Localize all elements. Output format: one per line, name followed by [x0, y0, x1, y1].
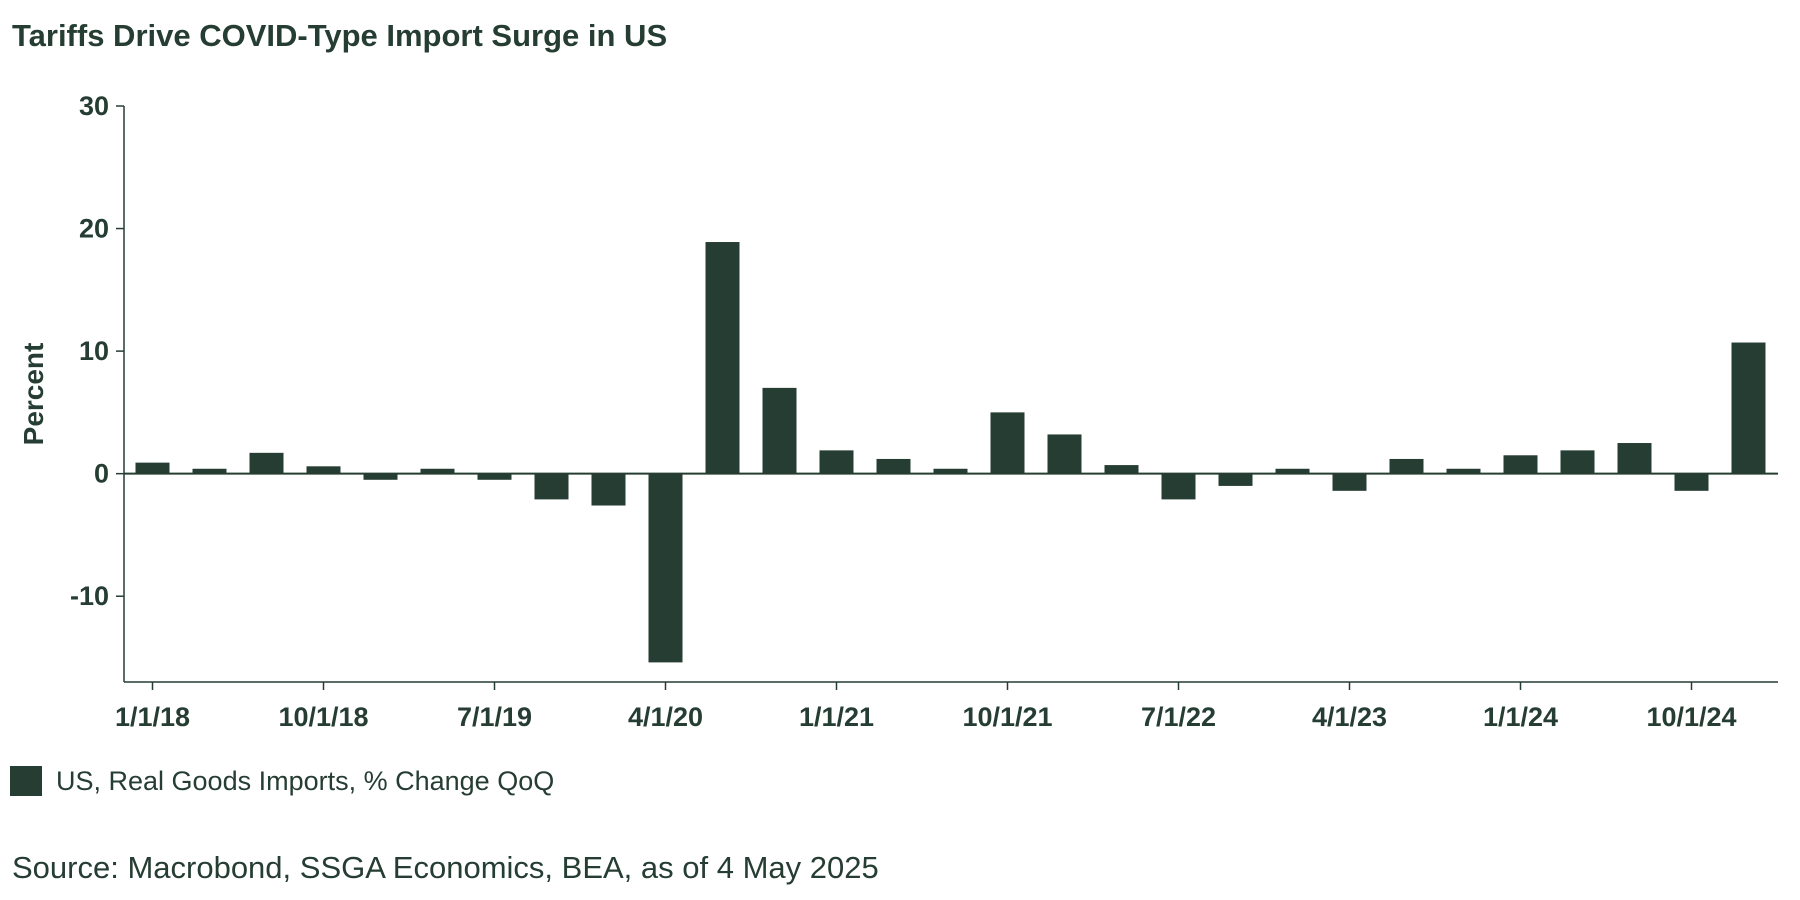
x-tick-label: 10/1/21	[962, 702, 1052, 732]
bar-10-1-21	[990, 412, 1025, 474]
x-tick-label: 1/1/21	[799, 702, 874, 732]
bar-10-1-24	[1674, 473, 1709, 491]
y-axis-title: Percent	[18, 343, 49, 446]
bars-layer	[135, 242, 1766, 663]
bar-10-1-19	[534, 473, 569, 500]
bar-4-1-19	[420, 468, 455, 474]
legend: US, Real Goods Imports, % Change QoQ	[10, 764, 554, 798]
bar-4-1-24	[1560, 450, 1595, 474]
x-tick-label: 10/1/24	[1646, 702, 1736, 732]
bar-1-1-18	[135, 462, 170, 474]
bar-1-1-24	[1503, 455, 1538, 474]
bar-4-1-22	[1104, 465, 1139, 474]
labels-layer: 30 20 10 0 -10 1/1/18 10/1/18 7/1/19 4/1/20 1/1/2…	[70, 91, 1737, 732]
bar-7-1-18	[249, 452, 284, 474]
bar-1-1-23	[1275, 468, 1310, 474]
bar-7-1-21	[933, 468, 968, 474]
bar-1-1-25	[1731, 342, 1766, 474]
chart-title: Tariffs Drive COVID-Type Import Surge in…	[12, 18, 668, 53]
bar-1-1-21	[819, 450, 854, 474]
bar-4-1-21	[876, 458, 911, 474]
bar-10-1-18	[306, 466, 341, 474]
bar-7-1-24	[1617, 443, 1652, 474]
x-tick-label: 4/1/20	[628, 702, 703, 732]
x-tick-label: 10/1/18	[278, 702, 368, 732]
bar-7-1-19	[477, 473, 512, 480]
x-tick-label: 7/1/19	[457, 702, 532, 732]
axes-layer	[116, 105, 1778, 690]
y-tick-label: 10	[79, 336, 109, 366]
bar-10-1-20	[762, 387, 797, 474]
bar-1-1-19	[363, 473, 398, 480]
y-tick-label: -10	[70, 581, 109, 611]
x-tick-label: 1/1/18	[115, 702, 190, 732]
bar-7-1-22	[1161, 473, 1196, 500]
x-tick-label: 7/1/22	[1141, 702, 1216, 732]
bar-1-1-20	[591, 473, 626, 506]
y-tick-label: 30	[79, 91, 109, 121]
y-tick-label: 20	[79, 214, 109, 244]
bar-7-1-23	[1389, 458, 1424, 474]
bar-1-1-22	[1047, 434, 1082, 474]
legend-swatch	[10, 766, 42, 796]
bar-4-1-23	[1332, 473, 1367, 491]
source-note: Source: Macrobond, SSGA Economics, BEA, …	[12, 850, 879, 885]
x-tick-label: 1/1/24	[1483, 702, 1558, 732]
y-tick-label: 0	[94, 459, 109, 489]
bar-4-1-20	[648, 473, 683, 663]
bar-4-1-18	[192, 468, 227, 474]
bar-7-1-20	[705, 242, 740, 474]
bar-10-1-23	[1446, 468, 1481, 474]
bar-10-1-22	[1218, 473, 1253, 486]
legend-label: US, Real Goods Imports, % Change QoQ	[56, 765, 555, 796]
x-tick-label: 4/1/23	[1312, 702, 1387, 732]
